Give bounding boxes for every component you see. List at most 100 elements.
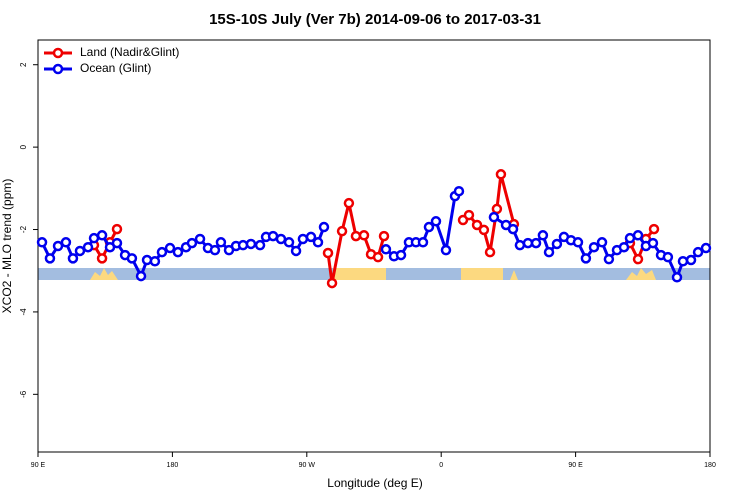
data-point — [662, 251, 674, 263]
data-point — [692, 246, 704, 258]
data-point — [283, 237, 295, 248]
data-point — [322, 247, 334, 259]
data-point — [336, 225, 348, 237]
y-tick-label: -6 — [19, 390, 28, 398]
data-point — [647, 237, 659, 249]
data-point — [60, 237, 72, 248]
land-ocean-band — [38, 268, 710, 280]
data-point — [36, 237, 48, 248]
data-point — [440, 244, 452, 256]
data-point — [194, 233, 206, 245]
data-point — [463, 209, 475, 221]
data-point — [164, 242, 176, 254]
data-point — [141, 254, 153, 266]
data-point — [596, 237, 608, 248]
data-point — [52, 240, 64, 252]
data-point — [395, 249, 407, 261]
data-point — [82, 241, 94, 253]
data-point — [209, 244, 221, 256]
data-point — [603, 253, 615, 265]
data-point — [305, 231, 317, 243]
data-point — [172, 246, 184, 258]
data-point — [624, 232, 636, 244]
data-point — [245, 238, 257, 250]
data-point — [275, 233, 287, 245]
data-point — [430, 216, 442, 227]
land-band — [461, 268, 503, 280]
data-point — [111, 237, 123, 249]
data-point — [491, 203, 503, 215]
data-point — [648, 223, 660, 235]
data-point — [632, 230, 644, 241]
data-point — [588, 241, 600, 253]
x-tick-label: 90 W — [299, 462, 316, 469]
data-point — [290, 245, 302, 257]
y-tick-label: 0 — [19, 144, 28, 149]
data-point — [126, 253, 138, 264]
data-point — [632, 253, 644, 265]
data-point — [297, 233, 309, 245]
data-point — [380, 244, 392, 255]
land-band — [90, 268, 118, 280]
data-point — [149, 255, 161, 267]
data-point — [312, 237, 324, 248]
data-point — [67, 253, 79, 264]
data-point — [74, 245, 86, 257]
land-band — [626, 268, 656, 280]
data-point — [453, 185, 465, 197]
data-point — [417, 237, 429, 248]
y-tick-label: -2 — [19, 225, 28, 233]
data-point — [156, 246, 168, 258]
data-point — [514, 239, 526, 251]
data-point — [358, 230, 370, 241]
data-point — [551, 238, 563, 250]
data-point — [135, 270, 147, 282]
data-point — [326, 277, 338, 289]
x-tick-label: 90 E — [568, 462, 583, 469]
data-point — [215, 237, 227, 248]
data-point — [488, 211, 500, 223]
data-point — [507, 223, 519, 235]
data-point — [537, 230, 549, 241]
data-point — [530, 237, 542, 249]
data-point — [618, 241, 630, 253]
data-point — [572, 237, 584, 248]
x-tick-label: 180 — [704, 462, 716, 469]
legend-marker — [52, 47, 64, 59]
data-point — [700, 242, 712, 254]
data-point — [378, 230, 390, 242]
data-point — [580, 253, 592, 264]
data-point — [478, 224, 490, 236]
y-tick-label: -4 — [19, 308, 28, 316]
x-axis-label: Longitude (deg E) — [327, 476, 422, 490]
data-point — [543, 246, 555, 258]
data-point — [88, 232, 100, 244]
land-band — [333, 268, 386, 280]
y-tick-label: 2 — [19, 62, 28, 67]
y-axis-label: XCO2 - MLO trend (ppm) — [0, 179, 14, 314]
chart-title: 15S-10S July (Ver 7b) 2014-09-06 to 2017… — [209, 11, 541, 28]
data-point — [372, 251, 384, 263]
data-point — [677, 255, 689, 267]
data-point — [96, 230, 108, 241]
data-point — [350, 230, 362, 242]
x-tick-label: 90 E — [31, 462, 46, 469]
data-point — [96, 253, 108, 264]
x-tick-label: 0 — [439, 462, 443, 469]
data-point — [237, 239, 249, 251]
x-tick-label: 180 — [167, 462, 179, 469]
data-point — [44, 253, 56, 264]
land-band — [510, 270, 518, 280]
data-point — [186, 237, 198, 249]
data-point — [343, 197, 355, 209]
data-point — [484, 246, 496, 258]
data-point — [111, 223, 123, 235]
data-point — [671, 272, 683, 283]
data-point — [471, 219, 483, 231]
legend-marker — [52, 63, 64, 75]
data-point — [685, 254, 697, 266]
data-point — [254, 239, 266, 251]
data-point — [495, 169, 507, 180]
data-point — [522, 237, 534, 249]
